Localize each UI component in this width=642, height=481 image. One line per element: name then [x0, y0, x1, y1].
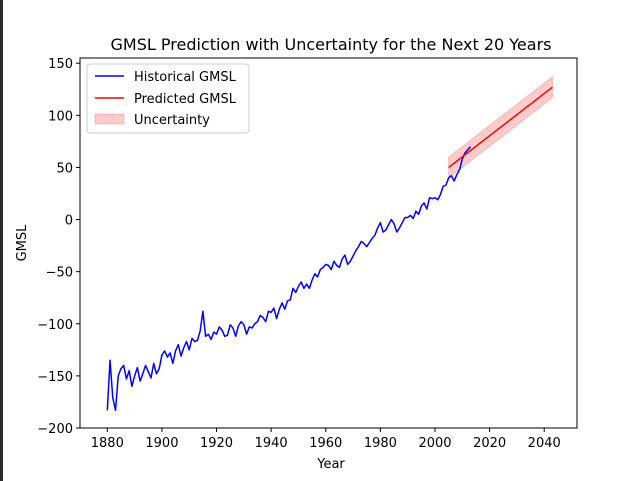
x-tick-label: 2040: [528, 436, 561, 451]
x-tick-label: 1980: [364, 436, 397, 451]
y-tick-label: −200: [37, 422, 73, 437]
plot-frame: [79, 57, 578, 429]
y-tick-label: −100: [37, 318, 73, 333]
y-tick-label: 50: [56, 161, 73, 176]
y-tick-label: −50: [46, 266, 73, 281]
y-tick-label: 100: [48, 109, 73, 124]
legend-box: [86, 63, 250, 134]
legend-uncertainty-label: Uncertainty: [134, 113, 210, 128]
x-tick-label: 1880: [91, 436, 124, 451]
chart-title: GMSL Prediction with Uncertainty for the…: [111, 35, 552, 54]
y-tick-label: 0: [65, 214, 73, 229]
predicted-gmsl-line: [448, 86, 553, 169]
x-tick-label: 1900: [145, 436, 178, 451]
historical-gmsl-line: [106, 146, 472, 412]
y-tick-label: 150: [48, 57, 73, 72]
legend-historical-label: Historical GMSL: [134, 70, 237, 85]
window-edge: [0, 0, 3, 481]
x-tick-label: 1960: [309, 436, 342, 451]
legend-predicted-label: Predicted GMSL: [134, 92, 237, 107]
x-axis-label: Year: [316, 457, 345, 472]
y-axis-label: GMSL: [15, 224, 30, 262]
legend-uncertainty-swatch: [94, 113, 125, 125]
x-tick-label: 1940: [255, 436, 288, 451]
x-tick-label: 2000: [418, 436, 451, 451]
y-tick-label: −150: [37, 370, 73, 385]
legend: Historical GMSL Predicted GMSL Uncertain…: [86, 63, 250, 134]
x-tick-label: 1920: [200, 436, 233, 451]
x-tick-label: 2020: [473, 436, 506, 451]
